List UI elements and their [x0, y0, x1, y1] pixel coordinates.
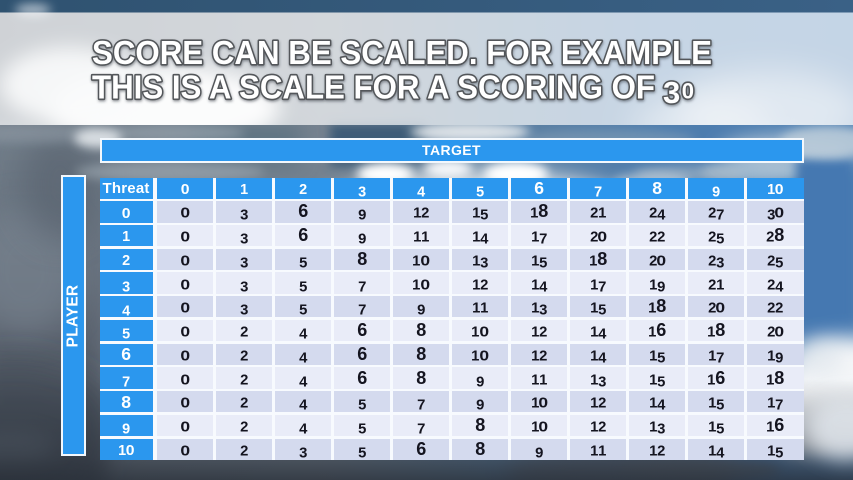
- svg-text:30: 30: [663, 75, 694, 110]
- svg-text:THIS IS A SCALE FOR A SCORING: THIS IS A SCALE FOR A SCORING OF: [92, 68, 655, 105]
- svg-text:SCORE CAN BE SCALED. FOR EXAMP: SCORE CAN BE SCALED. FOR EXAMPLE: [92, 34, 712, 71]
